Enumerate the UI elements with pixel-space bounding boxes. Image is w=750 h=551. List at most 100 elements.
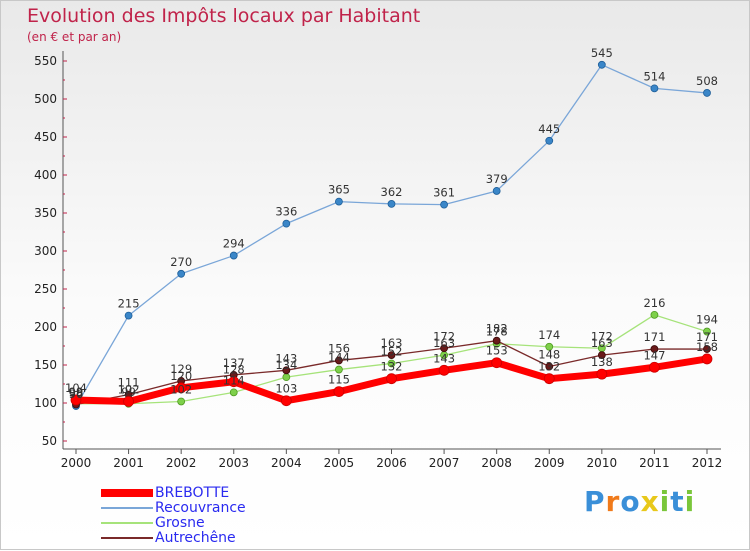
data-point [703, 327, 711, 336]
data-label: 182 [486, 322, 508, 336]
data-point [229, 251, 238, 260]
data-label: 96 [69, 387, 84, 401]
y-tick-label: 250 [34, 282, 57, 296]
data-point [703, 89, 711, 97]
data-label: 545 [591, 46, 613, 60]
data-label: 134 [275, 358, 297, 372]
series-autrechêne [72, 336, 711, 409]
chart-subtitle: (en € et par an) [27, 30, 122, 44]
data-label: 379 [486, 172, 508, 186]
data-point [543, 373, 555, 385]
data-label: 102 [170, 382, 192, 396]
data-point [387, 359, 396, 368]
axes: 50 100 150 200 250 300 350 400 450 500 550 2000 2001… [34, 51, 722, 470]
data-label: 99 [69, 385, 84, 399]
data-label: 147 [643, 348, 665, 362]
x-tick-label: 2010 [587, 456, 618, 470]
data-label: 171 [696, 330, 718, 344]
data-label: 153 [486, 344, 508, 358]
legend-item-autrechene: Autrechêne [101, 530, 341, 546]
data-point [545, 136, 554, 145]
legend-item-brebotte: BREBOTTE [101, 485, 341, 501]
chart-title: Evolution des Impôts locaux par Habitant [27, 5, 421, 27]
data-label: 508 [696, 74, 718, 88]
data-label: 148 [538, 348, 560, 362]
data-label: 128 [223, 363, 245, 377]
data-point [175, 382, 187, 394]
data-label: 114 [223, 373, 245, 387]
data-label: 361 [433, 186, 455, 200]
data-label: 163 [381, 336, 403, 350]
data-point [387, 351, 396, 360]
data-point [703, 345, 711, 353]
data-label: 152 [381, 344, 403, 358]
proxiti-logo: Proxiti [584, 485, 695, 518]
logo-letter: x [640, 485, 660, 518]
legend: BREBOTTE Recouvrance Grosne Autrechêne [101, 485, 341, 546]
data-point [335, 197, 343, 206]
data-point [228, 376, 240, 388]
legend-item-recouvrance: Recouvrance [101, 500, 341, 516]
data-point [597, 351, 606, 360]
data-point [70, 394, 82, 406]
data-label: 103 [275, 382, 297, 396]
logo-letter: P [584, 485, 606, 518]
y-tick-label: 50 [42, 434, 57, 448]
data-point [545, 362, 554, 371]
data-label: 163 [433, 336, 455, 350]
data-point [491, 357, 503, 369]
data-label: 362 [381, 185, 403, 199]
legend-label: BREBOTTE [155, 485, 230, 501]
data-label: 294 [223, 237, 245, 251]
legend-swatch [101, 507, 153, 509]
data-point [124, 311, 133, 320]
x-tick-label: 2003 [218, 456, 249, 470]
logo-letter: t [670, 485, 685, 518]
logo-letter: i [659, 485, 671, 518]
x-tick-label: 2004 [271, 456, 302, 470]
data-point [282, 219, 291, 228]
data-label: 132 [538, 360, 560, 374]
series-layer [70, 60, 713, 410]
data-point [596, 368, 608, 380]
data-point [386, 373, 397, 385]
logo-letter: o [620, 485, 641, 518]
data-label: 172 [433, 329, 455, 343]
data-point [438, 364, 450, 376]
series-brebotte [70, 353, 713, 407]
x-tick-label: 2006 [376, 456, 407, 470]
legend-swatch [101, 489, 153, 497]
y-tick-label: 400 [34, 168, 57, 182]
data-label: 171 [643, 330, 665, 344]
data-label: 137 [223, 356, 245, 370]
y-tick-label: 450 [34, 130, 57, 144]
data-label: 120 [170, 369, 192, 383]
data-point [280, 395, 292, 407]
data-label: 144 [328, 351, 350, 365]
data-point [282, 366, 291, 375]
data-label: 143 [433, 351, 455, 365]
data-point [282, 373, 291, 382]
x-tick-label: 2007 [429, 456, 460, 470]
data-label: 163 [591, 336, 613, 350]
data-label: 365 [328, 183, 350, 197]
data-point [649, 361, 660, 373]
data-point [701, 353, 713, 365]
data-label: 104 [65, 381, 87, 395]
x-tick-label: 2011 [639, 456, 670, 470]
data-label: 178 [486, 325, 508, 339]
data-label: 514 [643, 69, 665, 83]
data-label: 102 [118, 382, 140, 396]
data-label: 336 [275, 205, 297, 219]
legend-swatch [101, 537, 153, 539]
data-point [123, 396, 134, 407]
data-point [177, 269, 186, 278]
y-tick-label: 100 [34, 396, 57, 410]
data-label: 445 [538, 122, 560, 136]
logo-letter: r [605, 485, 621, 518]
data-label: 143 [275, 351, 297, 365]
logo-letter: i [684, 485, 696, 518]
y-tick-label: 200 [34, 320, 57, 334]
